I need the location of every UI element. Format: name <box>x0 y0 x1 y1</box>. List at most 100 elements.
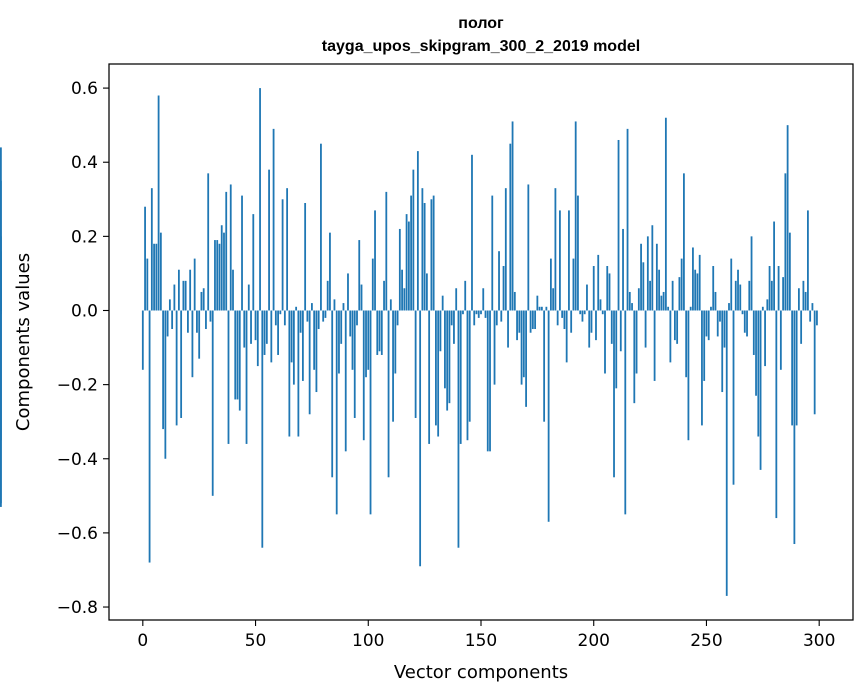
x-tick-label: 150 <box>465 631 497 651</box>
bar-123 <box>419 310 422 567</box>
bar-268 <box>746 310 748 337</box>
bar-228 <box>655 243 658 311</box>
bar-102 <box>371 258 374 311</box>
bar-171 <box>527 184 530 311</box>
bar-241 <box>685 310 688 378</box>
bar-249 <box>703 310 706 381</box>
bar-248 <box>701 310 703 426</box>
bar-208 <box>610 310 613 344</box>
bar-38 <box>227 310 230 444</box>
bar-91 <box>347 273 349 311</box>
bar-179 <box>545 306 548 311</box>
bar-59 <box>274 310 277 326</box>
bar-238 <box>678 277 681 311</box>
bar-37 <box>225 191 228 311</box>
bar-279 <box>770 280 773 311</box>
bar-29 <box>207 173 210 311</box>
bar-185 <box>559 210 561 311</box>
bar-111 <box>392 310 394 422</box>
bar-192 <box>574 121 577 311</box>
bar-78 <box>317 310 320 330</box>
bar-127 <box>428 310 431 444</box>
bar-98 <box>362 310 365 441</box>
x-tick-label: 200 <box>578 631 610 651</box>
bar-77 <box>315 310 318 393</box>
bar-166 <box>516 310 518 341</box>
bar-226 <box>651 225 654 311</box>
bar-150 <box>480 310 482 315</box>
bar-129 <box>432 195 435 311</box>
bar-83 <box>329 232 331 311</box>
bar-13 <box>171 310 174 330</box>
bar-277 <box>766 299 769 311</box>
bar-232 <box>664 117 667 311</box>
bar-41 <box>234 310 237 400</box>
bar-48 <box>250 310 252 344</box>
bar-144 <box>466 310 469 441</box>
bar-227 <box>653 310 656 381</box>
bar-45 <box>243 310 246 348</box>
y-tick-label: 0.2 <box>71 227 98 247</box>
bar-26 <box>200 291 203 311</box>
bar-247 <box>698 254 701 311</box>
bar-53 <box>261 310 264 548</box>
bar-186 <box>561 310 564 318</box>
x-axis-ticks: 0 50 100 150 200 250 300 <box>137 620 835 651</box>
bar-288 <box>791 310 794 426</box>
bar-266 <box>741 310 744 315</box>
bar-292 <box>800 310 803 344</box>
bar-180 <box>547 310 550 522</box>
bar-124 <box>421 188 424 311</box>
bar-126 <box>425 273 428 311</box>
bar-17 <box>180 310 183 418</box>
bar-159 <box>500 310 503 322</box>
bar-243 <box>689 306 692 311</box>
bar-219 <box>635 310 638 374</box>
bar-223 <box>644 310 647 348</box>
bar-207 <box>608 273 611 311</box>
bar-56 <box>268 169 270 311</box>
bar-183 <box>554 188 557 311</box>
bar-254 <box>714 291 717 311</box>
bar-87 <box>338 310 340 374</box>
bar-22 <box>191 310 194 378</box>
bar-134 <box>444 310 446 389</box>
bar-239 <box>680 258 683 311</box>
bar-7 <box>157 95 160 311</box>
bar-177 <box>540 306 543 311</box>
bar-151 <box>482 288 485 311</box>
bar-2 <box>146 258 149 311</box>
bar-131 <box>437 310 440 437</box>
bar-203 <box>599 299 602 311</box>
bar-299 <box>816 310 818 326</box>
bar-269 <box>748 280 751 311</box>
bar-256 <box>719 310 721 322</box>
bar-174 <box>534 310 537 330</box>
bar-143 <box>464 280 467 311</box>
bar-202 <box>597 254 600 311</box>
bar-23 <box>193 258 196 311</box>
bar-157 <box>495 310 498 326</box>
bar-242 <box>687 310 690 441</box>
bar-259 <box>725 310 728 596</box>
bar-290 <box>795 310 798 426</box>
bar-112 <box>394 310 397 374</box>
x-tick-label: 300 <box>803 631 835 651</box>
bar-240 <box>683 173 685 311</box>
bar-284 <box>782 277 785 311</box>
bar-34 <box>218 243 221 311</box>
bar-30 <box>209 310 212 322</box>
bar-64 <box>286 188 289 311</box>
bar-285 <box>784 173 787 311</box>
bar-170 <box>525 310 527 407</box>
bar-47 <box>247 284 250 311</box>
bar-136 <box>448 310 451 404</box>
bar-206 <box>606 266 609 311</box>
bar-194 <box>579 310 582 315</box>
bar-12 <box>168 299 171 311</box>
bar-65 <box>288 310 291 437</box>
y-tick-label: 0.4 <box>71 153 98 173</box>
bar-4 <box>150 188 153 311</box>
bar-293 <box>802 280 805 311</box>
